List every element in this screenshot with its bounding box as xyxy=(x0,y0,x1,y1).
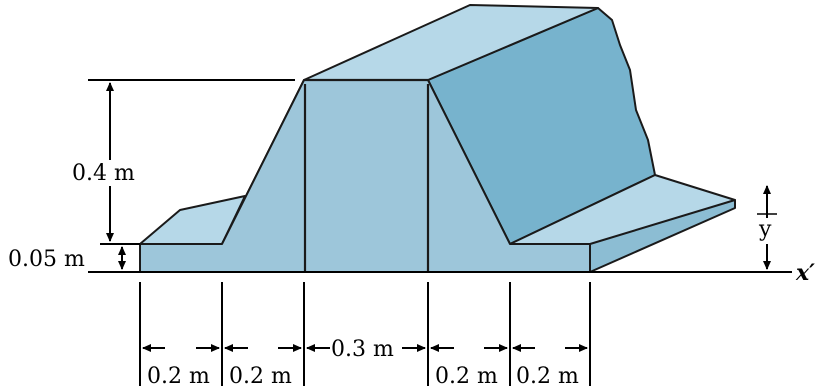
label-axis-x-prime: x′ xyxy=(795,260,815,286)
label-width-3: 0.2 m xyxy=(435,364,498,389)
label-width-top: 0.3 m xyxy=(331,337,394,362)
front-face-edges xyxy=(303,78,430,272)
label-height-0.05: 0.05 m xyxy=(8,247,85,272)
label-width-4: 0.2 m xyxy=(516,364,579,389)
right-flange-edge-face xyxy=(589,199,736,273)
label-height-0.4: 0.4 m xyxy=(72,161,135,186)
label-width-1: 0.2 m xyxy=(147,364,210,389)
dimension-lines xyxy=(88,79,792,386)
label-width-2: 0.2 m xyxy=(229,364,292,389)
label-backgrounds xyxy=(146,336,587,388)
label-centroid-ybar: y xyxy=(758,217,772,242)
beam-solid xyxy=(139,4,736,273)
